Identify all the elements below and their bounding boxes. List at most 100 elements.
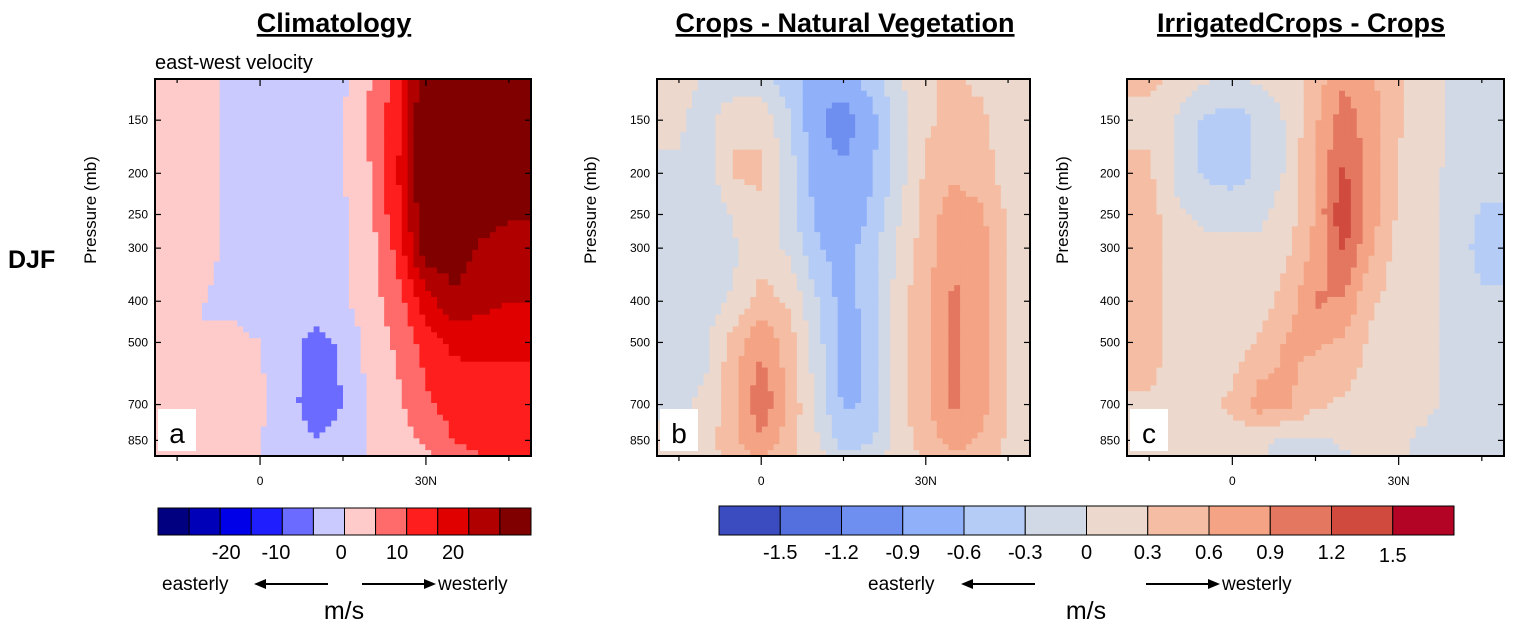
contour-cell [431, 238, 438, 245]
contour-cell [384, 179, 391, 186]
contour-cell [360, 391, 368, 398]
contour-cell [366, 373, 373, 381]
contour-cell [948, 102, 955, 110]
contour-cell [796, 149, 804, 157]
contour-cell [260, 438, 268, 445]
contour-cell [160, 261, 168, 269]
contour-cell [977, 126, 984, 133]
contour-cell [407, 202, 415, 210]
contour-cell [190, 173, 197, 180]
contour-cell [243, 220, 250, 227]
contour-cell [442, 79, 450, 86]
contour-cell [478, 414, 485, 422]
contour-cell [495, 179, 503, 186]
contour-cell [331, 108, 338, 115]
contour-cell [501, 279, 509, 286]
contour-cell [925, 108, 932, 115]
contour-cell [519, 84, 526, 92]
contour-cell [249, 402, 256, 410]
contour-cell [325, 302, 332, 310]
contour-cell [319, 126, 326, 133]
contour-cell [272, 261, 279, 269]
contour-cell [260, 243, 268, 251]
contour-cell [202, 273, 209, 280]
contour-cell [466, 397, 473, 404]
contour-cell [290, 308, 297, 316]
contour-cell [442, 173, 450, 180]
contour-cell [413, 108, 420, 115]
contour-cell [260, 320, 268, 328]
contour-cell [301, 90, 309, 98]
contour-cell [313, 96, 321, 104]
contour-cell [366, 285, 373, 292]
contour-cell [196, 349, 203, 357]
contour-cell [354, 196, 362, 204]
contour-cell [507, 279, 514, 286]
contour-cell [495, 450, 503, 457]
contour-cell [225, 420, 232, 428]
contour-cell [437, 314, 444, 322]
contour-cell [219, 402, 227, 410]
contour-cell [272, 190, 279, 198]
contour-cell [354, 190, 362, 198]
contour-cell [971, 132, 979, 139]
contour-cell [454, 84, 462, 92]
contour-cell [266, 226, 274, 233]
contour-cell [160, 367, 168, 375]
contour-cell [331, 238, 338, 245]
contour-cell [325, 226, 332, 233]
contour-cell [319, 420, 326, 428]
contour-cell [184, 137, 191, 145]
contour-cell [360, 202, 368, 210]
contour-cell [260, 273, 268, 280]
contour-cell [166, 214, 174, 221]
contour-cell [243, 397, 250, 404]
contour-cell [237, 385, 244, 392]
contour-cell [225, 132, 232, 139]
contour-cell [525, 249, 532, 257]
contour-cell [437, 108, 444, 115]
contour-cell [390, 444, 397, 451]
contour-cell [243, 279, 250, 286]
contour-cell [413, 385, 420, 392]
contour-cell [155, 385, 162, 392]
contour-cell [207, 379, 215, 386]
contour-cell [278, 438, 285, 445]
contour-cell [721, 102, 728, 110]
contour-cell [319, 267, 326, 274]
contour-cell [460, 143, 467, 151]
contour-cell [954, 102, 961, 110]
contour-cell [466, 255, 473, 263]
contour-cell [425, 143, 432, 151]
contour-cell [930, 90, 938, 98]
contour-cell [525, 226, 532, 233]
contour-cell [796, 120, 804, 127]
contour-cell [401, 338, 409, 345]
contour-cell [348, 243, 356, 251]
contour-cell [196, 79, 203, 86]
contour-cell [343, 84, 350, 92]
contour-cell [983, 79, 990, 86]
contour-cell [525, 96, 532, 104]
contour-cell [266, 391, 274, 398]
contour-cell [296, 402, 303, 410]
contour-cell [484, 326, 491, 333]
contour-cell [478, 432, 485, 439]
contour-cell [378, 391, 385, 398]
contour-cell [507, 190, 514, 198]
contour-cell [249, 302, 256, 310]
contour-cell [995, 114, 1002, 121]
contour-cell [196, 432, 203, 439]
contour-cell [325, 314, 332, 322]
contour-cell [337, 243, 344, 251]
contour-cell [266, 232, 274, 239]
contour-cell [284, 273, 291, 280]
contour-cell [674, 120, 681, 127]
contour-cell [507, 108, 514, 115]
contour-cell [413, 132, 420, 139]
contour-cell [343, 402, 350, 410]
contour-cell [919, 143, 926, 151]
x-tick-label: 0 [257, 474, 264, 488]
contour-cell [890, 90, 897, 98]
contour-cell [184, 126, 191, 133]
